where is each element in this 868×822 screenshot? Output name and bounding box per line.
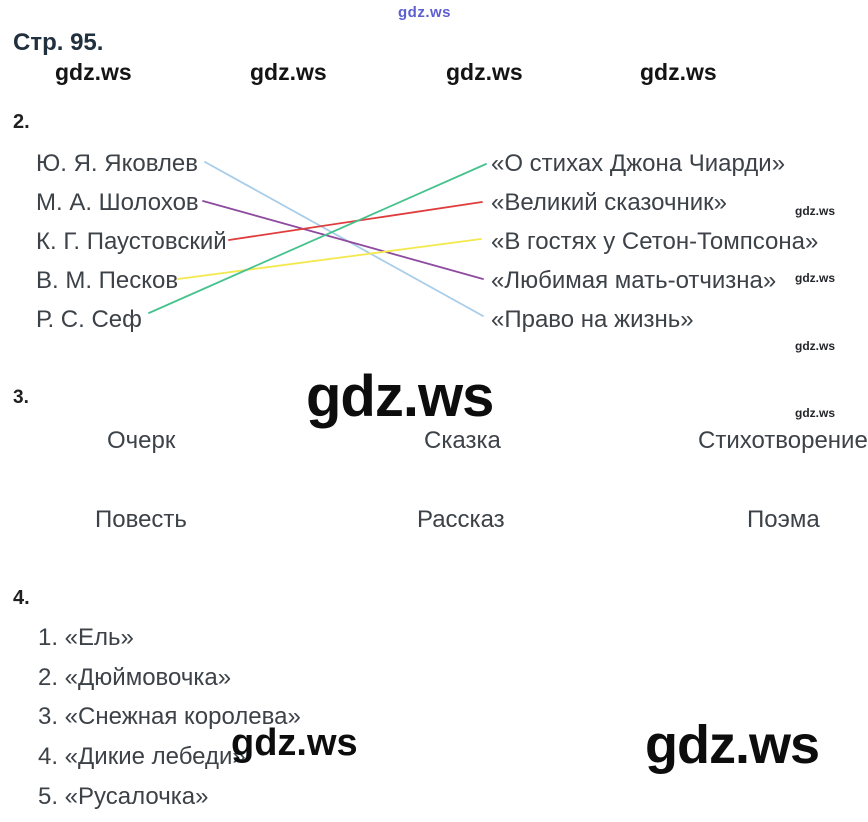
author-name-5: Р. С. Сеф [36, 306, 142, 333]
watermark-row-2: gdz.ws [250, 59, 327, 85]
task-4-number: 4. [13, 587, 30, 609]
genre-word-poema: Поэма [747, 506, 820, 533]
watermark-side-3: gdz.ws [795, 339, 836, 353]
book-title-5: «Право на жизнь» [491, 306, 694, 333]
genre-word-povest: Повесть [95, 506, 187, 533]
list-item-2: 2. «Дюймовочка» [38, 664, 232, 691]
book-title-2: «Великий сказочник» [491, 189, 727, 216]
book-title-1: «О стихах Джона Чиарди» [491, 150, 786, 177]
watermark-top-center: gdz.ws [398, 4, 452, 21]
book-title-3: «В гостях у Сетон-Томпсона» [491, 228, 819, 255]
watermark-row-3: gdz.ws [446, 59, 523, 85]
author-name-3: К. Г. Паустовский [36, 228, 227, 255]
list-item-4: 4. «Дикие лебеди» [38, 743, 246, 770]
genre-word-rasskaz: Рассказ [417, 506, 505, 533]
list-item-5: 5. «Русалочка» [38, 783, 209, 810]
watermark-large-center: gdz.ws [306, 364, 494, 429]
watermark-row-1: gdz.ws [55, 59, 132, 85]
task-2-number: 2. [13, 111, 30, 133]
author-name-4: В. М. Песков [36, 267, 179, 294]
book-title-4: «Любимая мать-отчизна» [491, 267, 777, 294]
watermark-row-4: gdz.ws [640, 59, 717, 85]
genre-word-ocherk: Очерк [107, 427, 176, 454]
author-name-2: М. А. Шолохов [36, 189, 199, 216]
genre-word-stihotvorenie: Стихотворение [698, 427, 868, 454]
task-3-number: 3. [13, 387, 29, 408]
page-title: Стр. 95. [13, 29, 104, 56]
watermark-bottom-right: gdz.ws [645, 715, 820, 775]
watermark-mid-bottom: gdz.ws [231, 722, 358, 764]
watermark-side-1: gdz.ws [795, 204, 836, 218]
watermark-side-4: gdz.ws [795, 406, 836, 420]
list-item-3: 3. «Снежная королева» [38, 703, 301, 730]
watermark-side-2: gdz.ws [795, 271, 836, 285]
list-item-1: 1. «Ель» [38, 624, 134, 651]
genre-word-skazka: Сказка [424, 427, 501, 454]
author-name-1: Ю. Я. Яковлев [36, 150, 198, 177]
